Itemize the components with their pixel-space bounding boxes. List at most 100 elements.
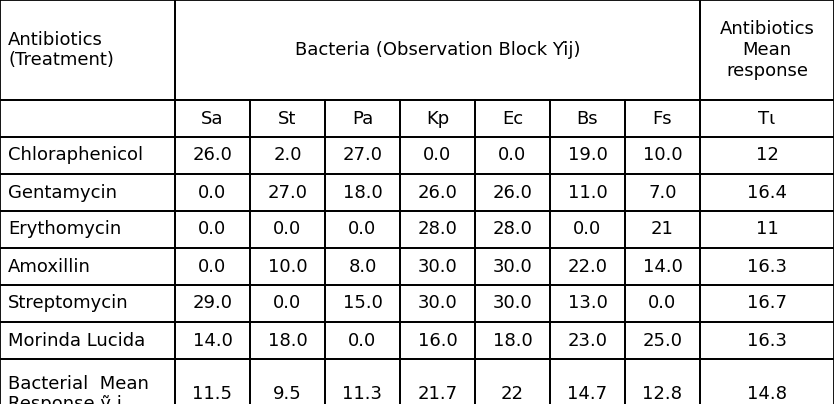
Bar [0,174,175,211]
Text: Fs: Fs [653,109,672,128]
Text: Chloraphenicol: Chloraphenicol [8,147,143,164]
Text: 14.0: 14.0 [193,332,233,349]
Bar [550,100,625,137]
Bar [325,322,400,359]
Bar [400,285,475,322]
Bar [325,248,400,285]
Text: 0.0: 0.0 [198,221,227,238]
Text: 16.7: 16.7 [747,295,787,313]
Bar [400,359,475,404]
Bar [625,100,700,137]
Text: 14.8: 14.8 [747,385,787,403]
Text: 18.0: 18.0 [343,183,382,202]
Bar [550,174,625,211]
Bar [475,137,550,174]
Text: 0.0: 0.0 [573,221,601,238]
Bar [175,359,250,404]
Text: 16.3: 16.3 [747,257,787,276]
Bar [625,174,700,211]
Bar [400,211,475,248]
Bar [175,0,700,100]
Text: 16.3: 16.3 [747,332,787,349]
Bar [550,248,625,285]
Text: Kp: Kp [426,109,450,128]
Text: 14.0: 14.0 [642,257,682,276]
Text: 30.0: 30.0 [493,295,532,313]
Text: 21: 21 [651,221,674,238]
Text: 16.4: 16.4 [747,183,787,202]
Bar [550,359,625,404]
Bar [700,285,834,322]
Text: 14.7: 14.7 [567,385,607,403]
Bar [625,285,700,322]
Text: Bacteria (Observation Block Yi̇j): Bacteria (Observation Block Yi̇j) [294,41,580,59]
Bar [400,248,475,285]
Text: 12.8: 12.8 [642,385,682,403]
Bar [700,100,834,137]
Bar [325,211,400,248]
Bar [250,100,325,137]
Bar [0,248,175,285]
Text: 8.0: 8.0 [349,257,377,276]
Bar [475,211,550,248]
Text: 21.7: 21.7 [418,385,458,403]
Text: 11.5: 11.5 [193,385,233,403]
Bar [250,285,325,322]
Bar [325,359,400,404]
Text: 0.0: 0.0 [648,295,676,313]
Text: 18.0: 18.0 [268,332,308,349]
Bar [175,137,250,174]
Bar [325,137,400,174]
Bar [0,0,175,100]
Bar [475,248,550,285]
Bar [250,359,325,404]
Bar [475,100,550,137]
Text: 0.0: 0.0 [274,221,302,238]
Text: 19.0: 19.0 [568,147,607,164]
Bar [700,359,834,404]
Text: 25.0: 25.0 [642,332,682,349]
Text: St: St [279,109,297,128]
Text: 10.0: 10.0 [268,257,307,276]
Text: 27.0: 27.0 [343,147,383,164]
Text: 0.0: 0.0 [198,183,227,202]
Text: 28.0: 28.0 [493,221,532,238]
Text: Pa: Pa [352,109,373,128]
Text: 9.5: 9.5 [273,385,302,403]
Text: Bs: Bs [576,109,598,128]
Bar [550,285,625,322]
Text: 2.0: 2.0 [274,147,302,164]
Text: 12: 12 [756,147,778,164]
Text: Bacterial  Mean
Response ỹ.j: Bacterial Mean Response ỹ.j [8,375,149,404]
Text: 30.0: 30.0 [493,257,532,276]
Bar [625,322,700,359]
Bar [175,174,250,211]
Text: 26.0: 26.0 [418,183,457,202]
Bar [700,248,834,285]
Bar [700,211,834,248]
Bar [0,322,175,359]
Text: 27.0: 27.0 [268,183,308,202]
Bar [0,359,175,404]
Text: 11.0: 11.0 [568,183,607,202]
Text: 0.0: 0.0 [349,332,377,349]
Bar [625,248,700,285]
Text: Morinda Lucida: Morinda Lucida [8,332,145,349]
Bar [0,100,175,137]
Bar [0,285,175,322]
Bar [400,174,475,211]
Text: 0.0: 0.0 [349,221,377,238]
Text: 22: 22 [501,385,524,403]
Text: Erythomycin: Erythomycin [8,221,121,238]
Bar [700,322,834,359]
Text: Sa: Sa [201,109,224,128]
Bar [475,359,550,404]
Bar [0,137,175,174]
Bar [250,137,325,174]
Bar [475,285,550,322]
Text: 11: 11 [756,221,778,238]
Bar [175,211,250,248]
Text: 7.0: 7.0 [648,183,676,202]
Text: Ec: Ec [502,109,523,128]
Text: 0.0: 0.0 [198,257,227,276]
